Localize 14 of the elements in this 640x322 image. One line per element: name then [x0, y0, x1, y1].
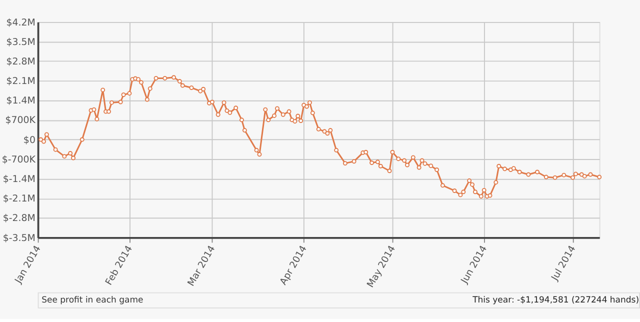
y-tick-label: $-2.8M: [2, 213, 36, 224]
y-tick-label: $-3.5M: [2, 232, 36, 244]
y-tick-label: $3.5M: [6, 36, 36, 48]
y-tick-label: $700K: [5, 115, 36, 126]
y-tick-label: $-2.1M: [2, 194, 36, 205]
y-tick-label: $-700K: [2, 154, 36, 166]
y-tick-label: $0: [23, 134, 36, 146]
y-tick-label: $-1.4M: [2, 174, 36, 186]
text: This year: -$1,194,581 (227244 hands): [472, 296, 640, 306]
y-tick-label: $1.4M: [6, 96, 36, 107]
text: See profit in each game: [42, 296, 144, 306]
y-tick-label: $2.8M: [6, 56, 36, 68]
y-tick-label: $4.2M: [6, 17, 36, 28]
y-tick-label: $2.1M: [6, 76, 36, 88]
